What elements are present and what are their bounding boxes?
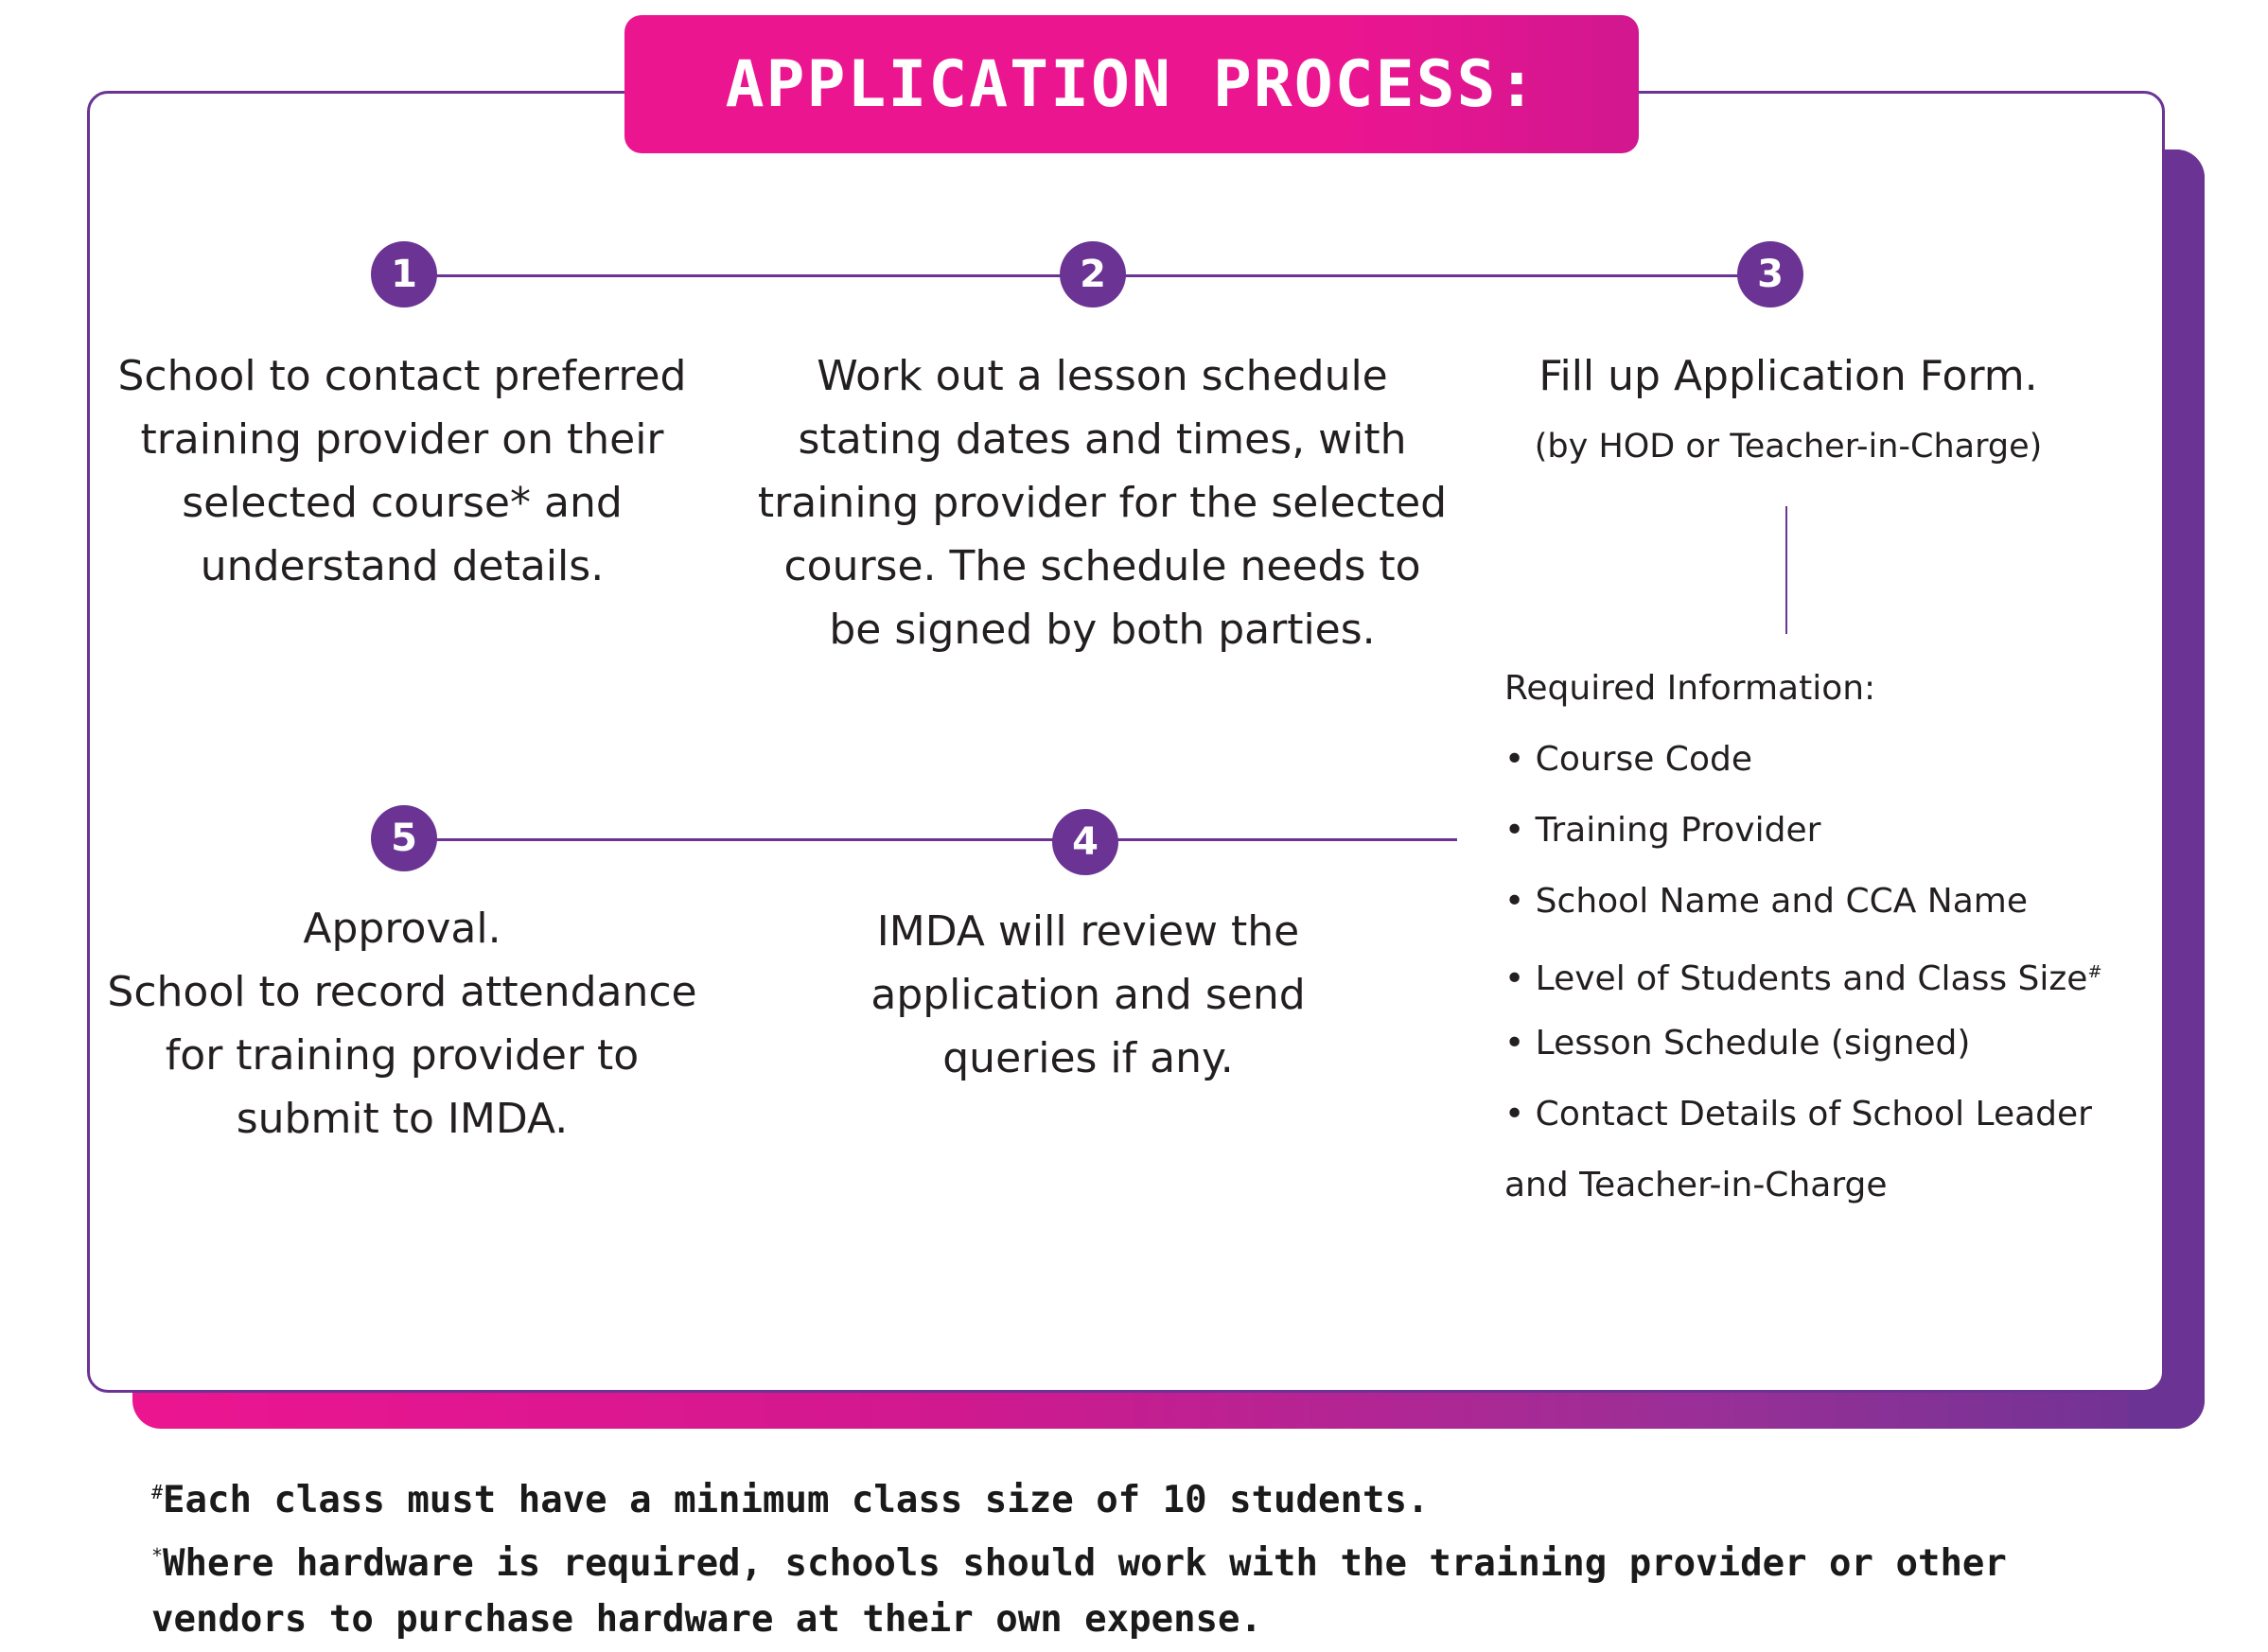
- step-2-line: course. The schedule needs to: [783, 542, 1421, 590]
- footnote-class-size: #Each class must have a minimum class si…: [151, 1465, 2186, 1528]
- required-info-item-text: • Level of Students and Class Size: [1504, 959, 2088, 998]
- footnote-mark: #: [151, 1481, 164, 1503]
- step-2-number: 2: [1060, 241, 1126, 308]
- step-1-line: School to contact preferred: [117, 352, 687, 400]
- required-info-item: • Contact Details of School Leader: [1504, 1095, 2092, 1134]
- step-5-description: Approval. School to record attendance fo…: [99, 897, 705, 1151]
- required-info-item: • School Name and CCA Name: [1504, 882, 2029, 921]
- step-4-number: 4: [1052, 809, 1118, 875]
- step-2-line: training provider for the selected: [757, 479, 1448, 527]
- step-5-line: submit to IMDA.: [236, 1095, 569, 1143]
- title-banner: APPLICATION PROCESS:: [624, 15, 1639, 153]
- step-1-description: School to contact preferred training pro…: [99, 344, 705, 598]
- footnote-mark: *: [151, 1544, 164, 1567]
- step-3-subtitle: (by HOD or Teacher-in-Charge): [1534, 428, 2043, 466]
- footnote-hardware-continued: vendors to purchase hardware at their ow…: [151, 1591, 2186, 1647]
- step-2-line: stating dates and times, with: [798, 415, 1407, 464]
- required-info-item: • Lesson Schedule (signed): [1504, 1024, 1971, 1063]
- footnote-text: vendors to purchase hardware at their ow…: [151, 1598, 1262, 1641]
- required-info-item-class-size: • Level of Students and Class Size#: [1504, 937, 2167, 1008]
- connector-line-3-required: [1785, 506, 1787, 634]
- step-1-line: understand details.: [200, 542, 605, 590]
- step-1-number: 1: [371, 241, 437, 308]
- step-3-description: Fill up Application Form.: [1476, 344, 2101, 408]
- step-2-line: be signed by both parties.: [829, 606, 1376, 654]
- step-5-line: for training provider to: [165, 1031, 640, 1080]
- required-info-item: • Course Code: [1504, 740, 1752, 779]
- step-5-line: School to record attendance: [107, 968, 697, 1016]
- required-information: Required Information: • Course Code • Tr…: [1504, 653, 2167, 1221]
- step-4-line: queries if any.: [942, 1034, 1234, 1082]
- connector-line-5-4: [405, 838, 1457, 841]
- step-2-description: Work out a lesson schedule stating dates…: [757, 344, 1448, 661]
- step-4-description: IMDA will review the application and sen…: [833, 900, 1344, 1090]
- class-size-footnote-mark: #: [2087, 962, 2102, 982]
- footnote-text: Each class must have a minimum class siz…: [163, 1479, 1430, 1521]
- required-info-item: • Training Provider: [1504, 811, 1821, 850]
- process-card: [87, 91, 2165, 1393]
- step-1-line: selected course* and: [182, 479, 623, 527]
- step-4-line: application and send: [870, 971, 1306, 1019]
- footnote-text: Where hardware is required, schools shou…: [163, 1542, 2007, 1585]
- step-2-line: Work out a lesson schedule: [817, 352, 1388, 400]
- step-4-line: IMDA will review the: [876, 907, 1300, 956]
- required-info-item: and Teacher-in-Charge: [1504, 1166, 1888, 1204]
- footnote-hardware: *Where hardware is required, schools sho…: [151, 1528, 2186, 1591]
- step-3-number: 3: [1737, 241, 1803, 308]
- step-5-line: Approval.: [303, 905, 501, 953]
- step-5-number: 5: [371, 805, 437, 871]
- page-title: APPLICATION PROCESS:: [725, 46, 1538, 122]
- step-3-line: Fill up Application Form.: [1538, 352, 2038, 400]
- footnotes: #Each class must have a minimum class si…: [151, 1465, 2186, 1647]
- required-info-heading: Required Information:: [1504, 669, 1876, 708]
- step-1-line: training provider on their: [140, 415, 664, 464]
